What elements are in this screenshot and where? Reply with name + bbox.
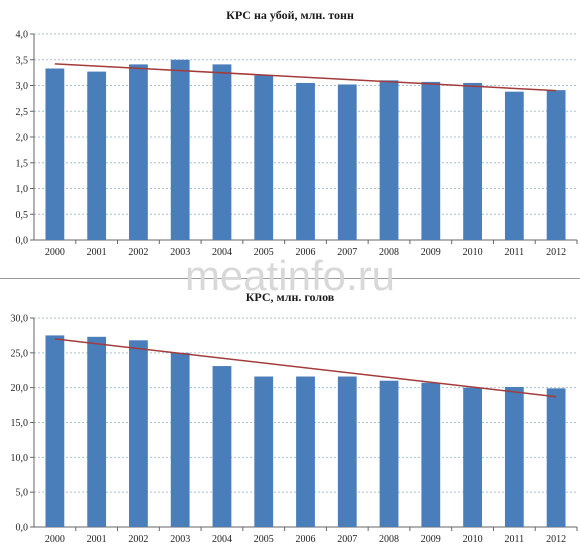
y-tick-label: 0,0 <box>16 523 29 534</box>
y-tick-label: 3,0 <box>16 81 29 92</box>
bar <box>45 335 65 527</box>
y-tick-label: 30,0 <box>11 314 29 325</box>
x-tick-label: 2005 <box>254 534 274 545</box>
y-tick-label: 1,0 <box>16 184 29 195</box>
x-tick-label: 2006 <box>296 247 316 258</box>
trend-line <box>54 63 557 92</box>
bar <box>504 386 524 527</box>
y-tick-label: 2,5 <box>16 107 29 118</box>
x-tick-label: 2000 <box>45 247 65 258</box>
chart-title: КРС, млн. голов <box>245 290 335 304</box>
bar <box>129 340 148 527</box>
y-tick-label: 4,0 <box>16 30 29 41</box>
y-tick-label: 2,0 <box>16 133 29 144</box>
y-tick-label: 20,0 <box>11 383 29 394</box>
x-tick-label: 2009 <box>421 534 441 545</box>
bar <box>170 59 190 240</box>
bar <box>546 388 566 527</box>
divider <box>0 278 580 279</box>
x-tick-label: 2012 <box>546 247 566 258</box>
x-tick-label: 2002 <box>128 534 148 545</box>
x-tick-label: 2001 <box>87 534 107 545</box>
bar <box>45 68 65 240</box>
bar <box>87 336 107 527</box>
x-tick-label: 2004 <box>212 247 232 258</box>
y-tick-label: 10,0 <box>11 453 29 464</box>
x-tick-label: 2003 <box>170 247 190 258</box>
y-tick-label: 5,0 <box>16 488 29 499</box>
x-tick-label: 2005 <box>254 247 274 258</box>
y-tick-label: 3,5 <box>16 55 29 66</box>
bar <box>212 366 232 527</box>
y-tick-label: 15,0 <box>11 418 29 429</box>
chart-title: КРС на убой, млн. тонн <box>226 8 354 22</box>
x-tick-label: 2001 <box>87 247 107 258</box>
x-tick-label: 2003 <box>170 534 190 545</box>
x-tick-label: 2010 <box>463 247 483 258</box>
x-tick-label: 2008 <box>379 534 399 545</box>
x-tick-label: 2006 <box>296 534 316 545</box>
bar <box>337 376 357 527</box>
bar <box>87 71 107 240</box>
trend-line <box>54 338 557 398</box>
bar <box>337 84 357 240</box>
x-tick-label: 2007 <box>337 247 357 258</box>
y-tick-label: 0,5 <box>16 210 29 221</box>
y-tick-label: 1,5 <box>16 158 29 169</box>
x-tick-label: 2010 <box>463 534 483 545</box>
bar <box>296 376 315 527</box>
bar <box>379 380 399 527</box>
x-tick-label: 2009 <box>421 247 441 258</box>
bar <box>421 382 441 527</box>
bar <box>463 387 482 527</box>
x-tick-label: 2011 <box>505 534 525 545</box>
x-tick-label: 2011 <box>505 247 525 258</box>
bar <box>546 90 566 240</box>
bar <box>421 81 441 241</box>
y-tick-label: 25,0 <box>11 348 29 359</box>
bar <box>212 64 232 240</box>
chart-panel-slaughter: КРС на убой, млн. тонн 0,0 0,5 1,0 1,5 2,0 2,… <box>0 0 580 275</box>
bar <box>463 82 482 240</box>
x-tick-label: 2007 <box>337 534 357 545</box>
chart-panel-herd: КРС, млн. голов 0,0 5,0 10,0 15,0 20,0 25,0 30… <box>0 282 580 555</box>
x-tick-label: 2000 <box>45 534 65 545</box>
x-tick-label: 2012 <box>546 534 566 545</box>
y-tick-label: 0,0 <box>16 236 29 247</box>
x-tick-label: 2004 <box>212 534 232 545</box>
bar <box>504 91 524 241</box>
bar <box>129 64 148 240</box>
bar <box>296 82 315 240</box>
bar-chart-herd: 0,0 5,0 10,0 15,0 20,0 25,0 30,0 2000 2001 2002 20… <box>11 314 578 545</box>
x-tick-label: 2008 <box>379 247 399 258</box>
bar <box>379 80 399 240</box>
bar <box>170 352 190 527</box>
bar-chart-slaughter: 0,0 0,5 1,0 1,5 2,0 2,5 3,0 3,5 4,0 2000 2001 2002 2… <box>16 30 578 258</box>
bar <box>254 376 274 527</box>
bar <box>254 75 274 240</box>
x-tick-label: 2002 <box>128 247 148 258</box>
